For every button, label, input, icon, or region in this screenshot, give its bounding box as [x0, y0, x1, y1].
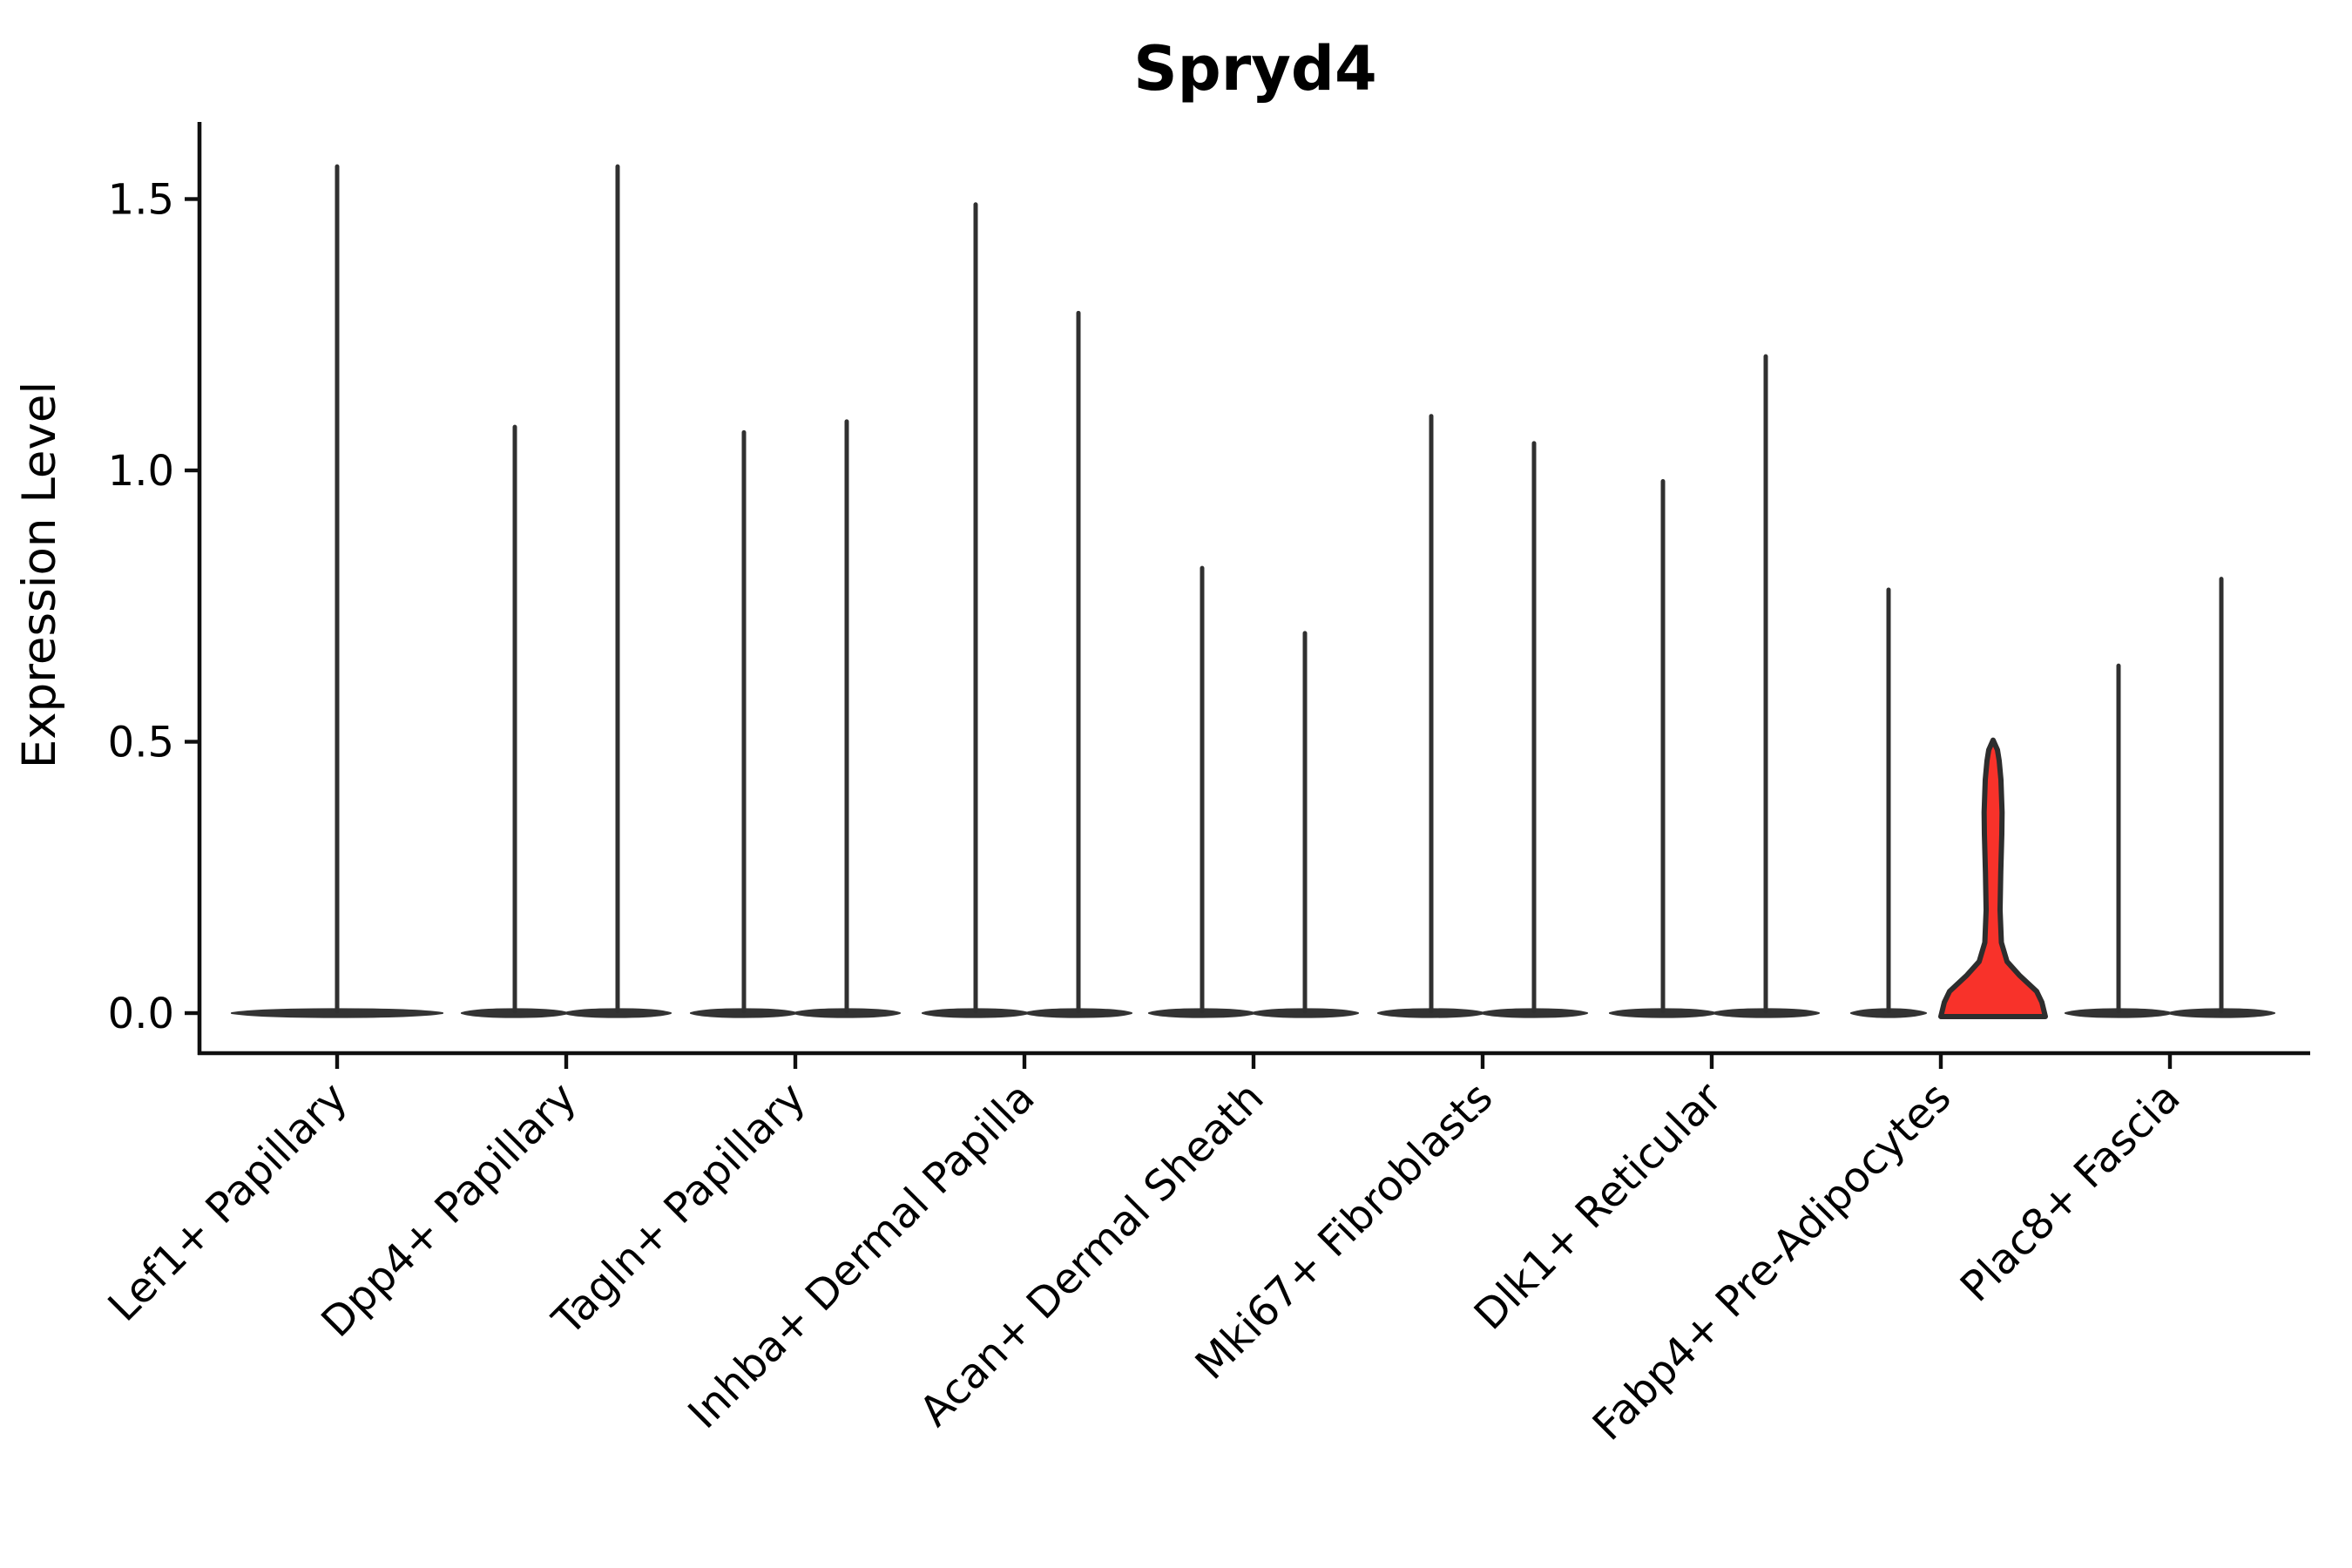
y-axis-label: Expression Level: [13, 382, 66, 768]
highlighted-violin: [1938, 737, 2048, 1019]
violins-layer: [231, 164, 2275, 1019]
y-tick-label: 0.0: [108, 990, 174, 1038]
y-tick-label: 0.5: [108, 719, 174, 767]
chart-title: Spryd4: [1133, 33, 1377, 105]
axes-layer: [197, 122, 2310, 1056]
y-tick-labels: 0.0 0.5 1.0 1.5: [108, 176, 198, 1038]
y-tick-label: 1.0: [108, 447, 174, 496]
y-tick-label: 1.5: [108, 176, 174, 225]
